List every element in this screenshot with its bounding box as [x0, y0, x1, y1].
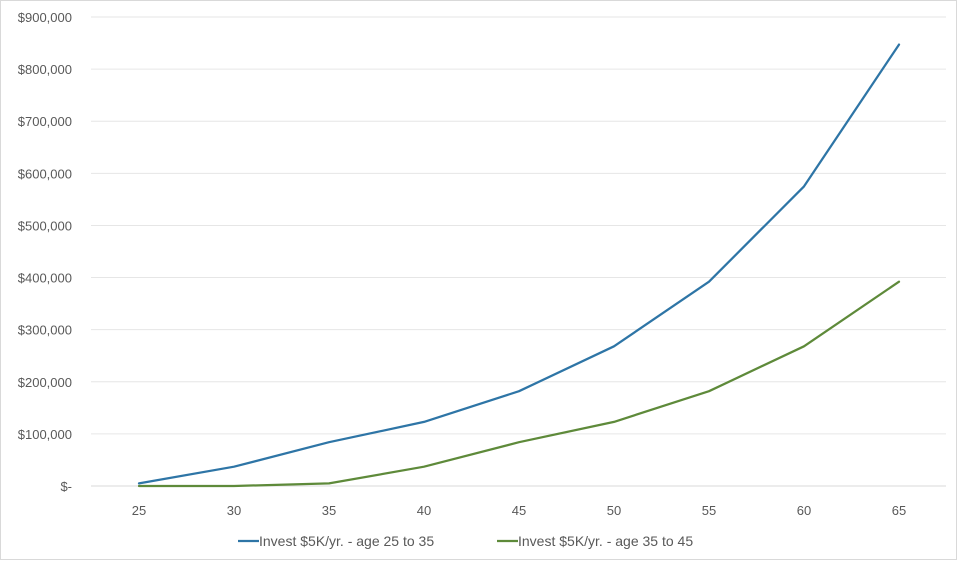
y-tick-label: $200,000 [18, 375, 72, 390]
series-line-1 [137, 43, 901, 485]
x-tick-label: 60 [797, 503, 811, 518]
y-axis-tick-labels: $- $100,000 $200,000 $300,000 $400,000 $500,0… [18, 10, 72, 494]
y-tick-label: $400,000 [18, 271, 72, 286]
legend-label: Invest $5K/yr. - age 25 to 35 [259, 533, 434, 549]
x-tick-label: 40 [417, 503, 431, 518]
y-tick-label: $300,000 [18, 323, 72, 338]
x-tick-label: 45 [512, 503, 526, 518]
y-tick-label: $500,000 [18, 218, 72, 233]
series-lines [137, 43, 901, 488]
legend-label: Invest $5K/yr. - age 35 to 45 [518, 533, 693, 549]
legend-item-2: Invest $5K/yr. - age 35 to 45 [497, 533, 693, 549]
legend: Invest $5K/yr. - age 25 to 35 Invest $5K/… [238, 533, 693, 549]
y-tick-label: $600,000 [18, 166, 72, 181]
y-tick-label: $900,000 [18, 10, 72, 25]
gridlines [91, 16, 946, 487]
x-axis-tick-labels: 25 30 35 40 45 50 55 60 65 [132, 503, 906, 518]
series-line-2 [137, 280, 901, 488]
y-tick-label: $100,000 [18, 427, 72, 442]
legend-item-1: Invest $5K/yr. - age 25 to 35 [238, 533, 434, 549]
x-tick-label: 65 [892, 503, 906, 518]
x-tick-label: 30 [227, 503, 241, 518]
x-tick-label: 25 [132, 503, 146, 518]
x-tick-label: 55 [702, 503, 716, 518]
y-tick-label: $- [60, 479, 72, 494]
y-tick-label: $800,000 [18, 62, 72, 77]
x-tick-label: 35 [322, 503, 336, 518]
y-tick-label: $700,000 [18, 114, 72, 129]
x-tick-label: 50 [607, 503, 621, 518]
